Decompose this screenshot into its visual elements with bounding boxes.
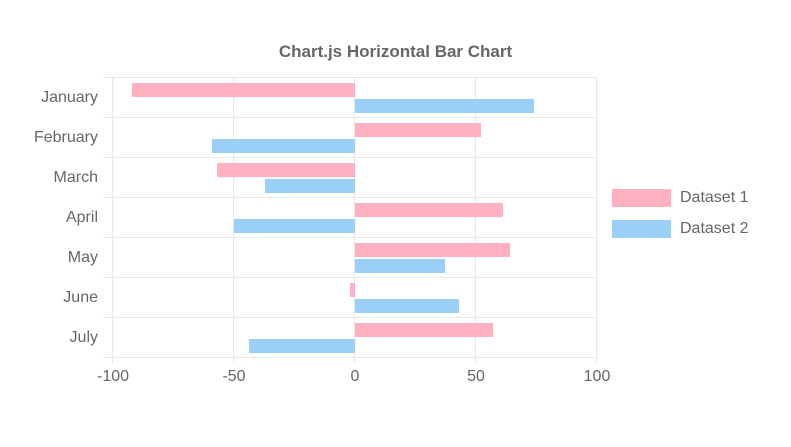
x-axis-tick-label: -100 bbox=[96, 368, 130, 385]
grid-line-horizontal bbox=[103, 117, 597, 118]
bar-dataset2-june[interactable] bbox=[355, 299, 459, 313]
chart-title: Chart.js Horizontal Bar Chart bbox=[278, 42, 513, 61]
grid-line-horizontal bbox=[103, 77, 597, 78]
y-axis-label-july: July bbox=[69, 329, 98, 346]
grid-line-vertical bbox=[233, 78, 234, 363]
grid-line-vertical bbox=[475, 78, 476, 363]
y-axis-label-february: February bbox=[33, 129, 98, 146]
bar-dataset1-may[interactable] bbox=[355, 243, 510, 257]
y-axis-label-january: January bbox=[41, 89, 98, 106]
bar-dataset2-april[interactable] bbox=[234, 219, 355, 233]
grid-line-horizontal bbox=[103, 197, 597, 198]
grid-line-horizontal bbox=[103, 317, 597, 318]
grid-line-horizontal bbox=[103, 157, 597, 158]
bar-dataset1-june[interactable] bbox=[350, 283, 355, 297]
bar-dataset2-july[interactable] bbox=[249, 339, 355, 353]
legend-swatch bbox=[612, 220, 671, 238]
grid-line-vertical bbox=[596, 78, 597, 363]
legend-swatch bbox=[612, 189, 671, 207]
bar-dataset1-february[interactable] bbox=[355, 123, 481, 137]
bar-dataset2-february[interactable] bbox=[212, 139, 355, 153]
bar-dataset2-may[interactable] bbox=[355, 259, 445, 273]
grid-line-vertical bbox=[112, 78, 113, 363]
bar-dataset1-april[interactable] bbox=[355, 203, 503, 217]
legend-item-dataset-2[interactable]: Dataset 2 bbox=[612, 220, 748, 238]
grid-line-horizontal bbox=[103, 357, 597, 358]
legend-label: Dataset 1 bbox=[680, 189, 749, 206]
x-axis-tick-label: -50 bbox=[222, 368, 246, 385]
grid-line-horizontal bbox=[103, 237, 597, 238]
y-axis-label-june: June bbox=[63, 289, 98, 306]
grid-line-horizontal bbox=[103, 277, 597, 278]
legend-item-dataset-1[interactable]: Dataset 1 bbox=[612, 189, 748, 207]
bar-dataset1-march[interactable] bbox=[217, 163, 355, 177]
x-axis-tick-label: 0 bbox=[350, 368, 360, 385]
x-axis-tick-label: 50 bbox=[467, 368, 485, 385]
bar-dataset1-july[interactable] bbox=[355, 323, 493, 337]
bar-dataset2-march[interactable] bbox=[265, 179, 355, 193]
y-axis-label-march: March bbox=[53, 169, 98, 186]
y-axis-label-may: May bbox=[67, 249, 98, 266]
y-axis-label-april: April bbox=[65, 209, 98, 226]
legend: Dataset 1 Dataset 2 bbox=[612, 189, 748, 251]
bar-dataset1-january[interactable] bbox=[132, 83, 355, 97]
bar-dataset2-january[interactable] bbox=[355, 99, 534, 113]
x-axis-tick-label: 100 bbox=[583, 368, 611, 385]
legend-label: Dataset 2 bbox=[680, 220, 749, 237]
